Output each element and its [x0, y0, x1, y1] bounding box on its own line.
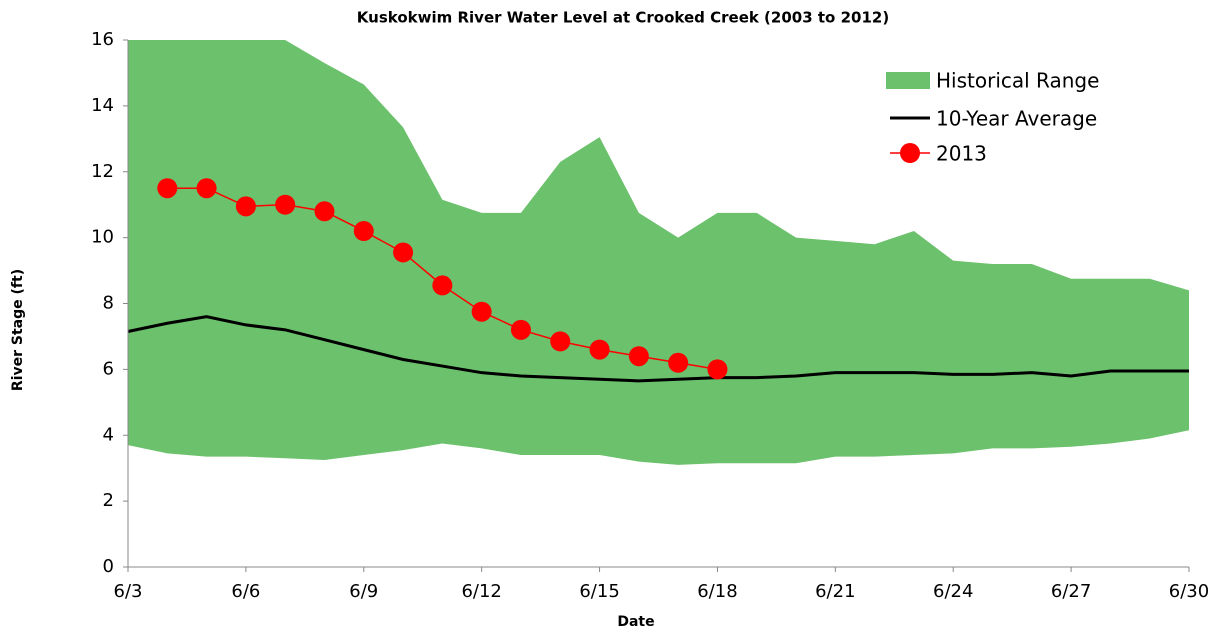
data-point: [550, 331, 571, 352]
y-tick-label: 0: [103, 556, 114, 577]
x-tick-label: 6/21: [815, 581, 855, 602]
data-point: [628, 346, 649, 367]
average-line: [127, 315, 1189, 383]
data-point: [314, 201, 335, 222]
data-point: [353, 221, 374, 242]
legend-label: 10-Year Average: [936, 107, 1097, 131]
y-tick-label: 4: [103, 424, 114, 445]
y-tick-label: 16: [91, 29, 114, 50]
x-tick-label: 6/3: [114, 581, 143, 602]
legend-marker: [900, 143, 920, 163]
x-tick-label: 6/27: [1051, 581, 1091, 602]
data-point: [589, 339, 610, 360]
chart-title: Kuskokwim River Water Level at Crooked C…: [357, 9, 889, 27]
data-point: [393, 242, 414, 263]
x-tick-label: 6/24: [933, 581, 973, 602]
legend-label: Historical Range: [936, 69, 1099, 93]
legend-label: 2013: [936, 142, 987, 166]
data-point: [196, 178, 217, 199]
range-area: [128, 40, 1189, 465]
data-point: [471, 301, 492, 322]
data-point: [668, 352, 689, 373]
x-tick-label: 6/15: [579, 581, 619, 602]
data-point: [707, 359, 728, 380]
x-tick-label: 6/18: [697, 581, 737, 602]
y-tick-label: 14: [91, 95, 114, 116]
data-point: [275, 194, 296, 215]
y-tick-label: 2: [103, 490, 114, 511]
y-tick-label: 12: [91, 161, 114, 182]
x-tick-label: 6/30: [1169, 581, 1209, 602]
y-tick-label: 8: [103, 293, 114, 314]
data-point: [510, 319, 531, 340]
y-axis-title: River Stage (ft): [10, 269, 26, 391]
y-tick-label: 10: [91, 227, 114, 248]
x-tick-label: 6/6: [231, 581, 260, 602]
x-tick-label: 6/12: [461, 581, 501, 602]
legend-swatch: [886, 72, 930, 89]
y-tick-label: 6: [103, 358, 114, 379]
data-point: [235, 196, 256, 217]
x-axis-title: Date: [617, 614, 654, 630]
x-tick-label: 6/9: [349, 581, 378, 602]
data-point: [432, 275, 453, 296]
data-point: [157, 178, 178, 199]
